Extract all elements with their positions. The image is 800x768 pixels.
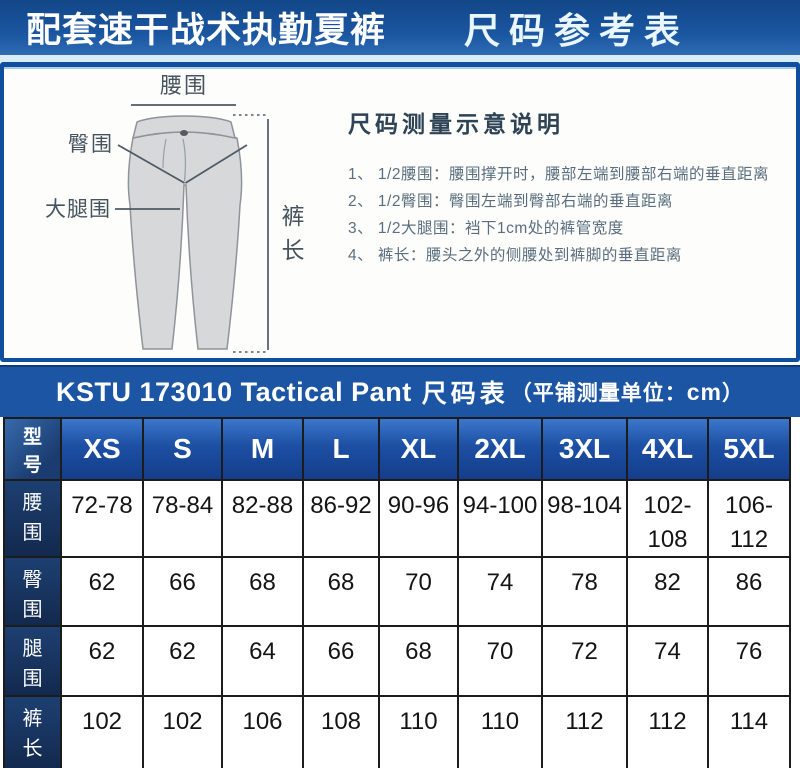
instructions-heading: 尺码测量示意说明 [348, 111, 564, 137]
instruction-item-1: 1、 1/2腰围：腰围撑开时，腰部左端到腰部右端的垂直距离 [348, 166, 769, 183]
size-table: 型号 XS S M L XL 2XL 3XL 4XL 5XL 腰围 72-78 78-84 82-88… [3, 416, 791, 768]
size-value-cell: 78 [541, 556, 628, 628]
banner-unit-prefix: （平铺测量单位： [510, 382, 687, 405]
size-value-cell: 70 [378, 556, 459, 628]
corner-label: 型号 [22, 427, 42, 476]
hip-measure-lines [117, 144, 248, 184]
size-value-cell: 110 [457, 695, 543, 768]
size-value-cell: 98-104 [541, 479, 628, 559]
size-value-cell: 86 [707, 556, 791, 628]
size-value-cell: 72-78 [60, 479, 144, 559]
size-value-cell: 62 [60, 556, 144, 628]
hip-label: 臀围 [68, 133, 114, 156]
size-value-cell: 94-100 [457, 479, 543, 559]
size-table-banner: KSTU 173010 Tactical Pant 尺码表 （平铺测量单位：cm… [0, 365, 800, 417]
banner-unit-suffix: ） [721, 382, 744, 405]
row-header-label: 腿围 [22, 638, 43, 691]
table-row: 腰围 72-78 78-84 82-88 86-92 90-96 94-100 98-104 1… [3, 479, 791, 559]
size-column-header-4xl: 4XL [626, 416, 709, 482]
length-label-char2: 长 [282, 237, 305, 263]
row-header-label: 臀围 [22, 569, 43, 622]
size-value-cell: 90-96 [378, 479, 459, 559]
size-value-cell: 108 [302, 695, 380, 768]
size-value-cell: 102 [60, 695, 144, 768]
size-column-header-xl: XL [378, 416, 459, 482]
size-value-cell: 112 [541, 695, 628, 768]
size-column-header-l: L [302, 416, 380, 482]
row-header: 腰围 [3, 479, 62, 559]
size-value-cell: 74 [457, 556, 543, 628]
size-column-header-5xl: 5XL [707, 416, 791, 482]
size-reference-title: 尺码参考表 [464, 9, 690, 51]
pants-button [180, 130, 188, 136]
header-divider [0, 55, 800, 62]
size-column-header-m: M [221, 416, 304, 482]
instruction-item-3: 3、 1/2大腿围：裆下1cm处的裤管宽度 [348, 220, 624, 237]
size-value-cell: 82 [626, 556, 709, 628]
size-column-header-2xl: 2XL [457, 416, 543, 482]
row-header-label: 裤长 [22, 708, 43, 761]
size-value-cell: 68 [302, 556, 380, 628]
size-value-cell: 102 [142, 695, 223, 768]
row-header-label: 腰围 [22, 492, 43, 545]
instruction-item-2: 2、 1/2臀围：臀围左端到臀部右端的垂直距离 [348, 193, 673, 210]
pants-body [127, 131, 243, 350]
size-value-cell: 112 [626, 695, 709, 768]
product-title: 配套速干战术执勤夏裤 [26, 11, 387, 50]
size-value-cell: 72 [541, 625, 628, 698]
instruction-item-4: 4、 裤长：腰头之外的侧腰处到裤脚的垂直距离 [348, 247, 682, 264]
table-corner-header: 型号 [3, 416, 62, 482]
size-header-row: 型号 XS S M L XL 2XL 3XL 4XL 5XL [3, 416, 791, 482]
size-value-cell: 66 [142, 556, 223, 628]
size-value-cell: 102-108 [626, 479, 709, 559]
row-header: 裤长 [3, 695, 62, 768]
measurement-panel: 腰围 臀围 大腿围 裤 长 尺码测量示意说明 1、 1/2腰围：腰围撑开时，腰部… [0, 62, 800, 362]
size-value-cell: 82-88 [221, 479, 304, 559]
row-header: 臀围 [3, 556, 62, 628]
pants-waistband [131, 115, 237, 140]
size-value-cell: 66 [302, 625, 380, 698]
size-value-cell: 78-84 [142, 479, 223, 559]
size-column-header-s: S [142, 416, 223, 482]
table-row: 腿围 62 62 64 66 68 70 72 74 76 [3, 625, 791, 698]
table-row: 裤长 102 102 106 108 110 110 112 112 114 [3, 695, 791, 768]
size-value-cell: 62 [60, 625, 144, 698]
waist-label: 腰围 [160, 73, 208, 98]
size-value-cell: 106 [221, 695, 304, 768]
size-value-cell: 70 [457, 625, 543, 698]
size-value-cell: 106-112 [707, 479, 791, 559]
size-value-cell: 114 [707, 695, 791, 768]
banner-unit-value: cm [686, 379, 722, 405]
banner-unit-note: （平铺测量单位：cm） [511, 377, 744, 407]
size-value-cell: 62 [142, 625, 223, 698]
banner-model-name: KSTU 173010 Tactical Pant [56, 376, 412, 407]
banner-size-chart-label: 尺码表 [421, 380, 509, 408]
thigh-label: 大腿围 [45, 198, 111, 221]
pants-pocket-seam [162, 138, 167, 169]
size-value-cell: 76 [707, 625, 791, 698]
page-header: 配套速干战术执勤夏裤 尺码参考表 [0, 0, 800, 55]
size-value-cell: 86-92 [302, 479, 380, 559]
size-value-cell: 64 [221, 625, 304, 698]
size-value-cell: 68 [378, 625, 459, 698]
row-header: 腿围 [3, 625, 62, 698]
size-value-cell: 74 [626, 625, 709, 698]
measurement-instructions: 尺码测量示意说明 1、 1/2腰围：腰围撑开时，腰部左端到腰部右端的垂直距离 2、… [348, 105, 788, 269]
table-row: 臀围 62 66 68 68 70 74 78 82 86 [3, 556, 791, 628]
pants-fly-seam [182, 138, 187, 182]
pants-measurement-diagram: 腰围 臀围 大腿围 裤 长 [45, 73, 305, 353]
size-value-cell: 110 [378, 695, 459, 768]
size-column-header-xs: XS [60, 416, 144, 482]
size-column-header-3xl: 3XL [541, 416, 628, 482]
section-gap [0, 362, 800, 365]
size-value-cell: 68 [221, 556, 304, 628]
instructions-list: 1、 1/2腰围：腰围撑开时，腰部左端到腰部右端的垂直距离 2、 1/2臀围：臀围… [348, 161, 788, 269]
length-label-char1: 裤 [282, 203, 305, 229]
